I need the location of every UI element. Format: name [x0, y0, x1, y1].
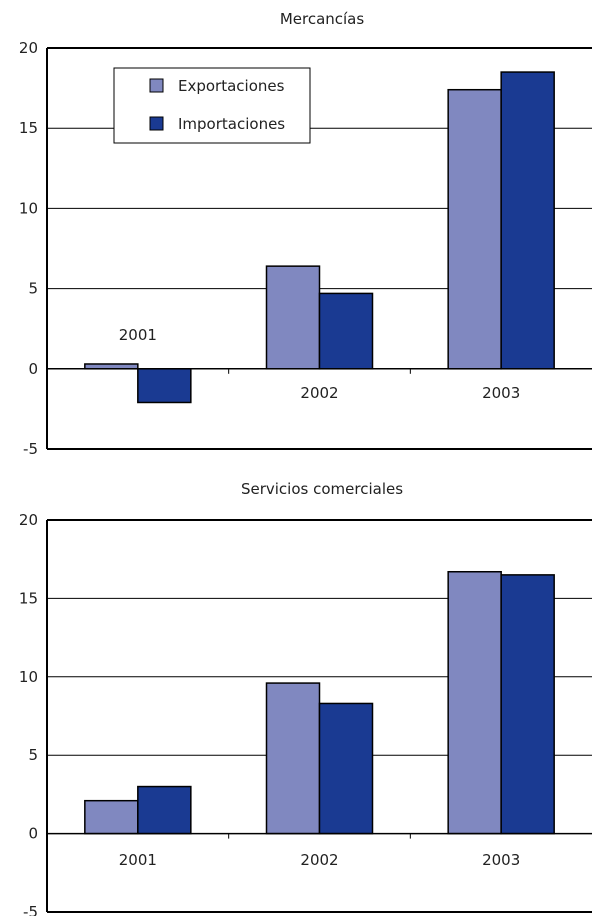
- category-label: 2001: [119, 326, 157, 344]
- y-tick-label: 20: [19, 39, 38, 57]
- y-tick-label: 15: [19, 589, 38, 607]
- chart-mercancias: Mercancías -5 0 5 10 15 20 2001 2002 2003 Export…: [19, 10, 592, 458]
- bar-importaciones-2001: [137, 785, 192, 835]
- bar-exportaciones-2002: [265, 682, 321, 835]
- category-label: 2002: [300, 384, 338, 402]
- y-tick-label: 0: [28, 360, 38, 378]
- bar-importaciones-2001: [137, 368, 192, 404]
- category-label: 2001: [119, 851, 157, 869]
- bar-importaciones-2003: [500, 71, 555, 370]
- bar-importaciones-2002: [318, 702, 374, 835]
- bar-importaciones-2003: [500, 574, 555, 835]
- chart-servicios-comerciales: Servicios comerciales -5 0 5 10 15 20 2001 2002…: [19, 480, 592, 916]
- y-tick-label: 0: [28, 825, 38, 843]
- bar-exportaciones-2003: [447, 88, 502, 370]
- category-label: 2003: [482, 384, 520, 402]
- y-tick-label: -5: [23, 903, 38, 916]
- bar-exportaciones-2002: [265, 265, 321, 370]
- y-tick-label: -5: [23, 440, 38, 458]
- bar-importaciones-2002: [318, 292, 374, 370]
- chart-title: Servicios comerciales: [241, 480, 403, 498]
- chart-title: Mercancías: [280, 10, 365, 28]
- category-label: 2002: [300, 851, 338, 869]
- legend-label-exportaciones: Exportaciones: [178, 77, 285, 95]
- plot-area: -5 0 5 10 15 20 2001 2002 2003: [19, 39, 592, 458]
- legend-swatch-importaciones: [149, 116, 164, 131]
- y-tick-label: 10: [19, 668, 38, 686]
- y-tick-label: 5: [28, 280, 38, 298]
- category-label: 2003: [482, 851, 520, 869]
- legend-box: [113, 67, 311, 144]
- legend-label-importaciones: Importaciones: [178, 115, 285, 133]
- bar-exportaciones-2003: [447, 570, 502, 835]
- plot-area: -5 0 5 10 15 20 2001 2002 2003: [19, 511, 592, 916]
- y-tick-label: 20: [19, 511, 38, 529]
- y-tick-label: 10: [19, 199, 38, 217]
- bar-exportaciones-2001: [84, 799, 139, 835]
- legend: Exportaciones Importaciones: [113, 67, 311, 144]
- y-tick-label: 15: [19, 119, 38, 137]
- legend-swatch-exportaciones: [149, 78, 164, 93]
- y-tick-label: 5: [28, 746, 38, 764]
